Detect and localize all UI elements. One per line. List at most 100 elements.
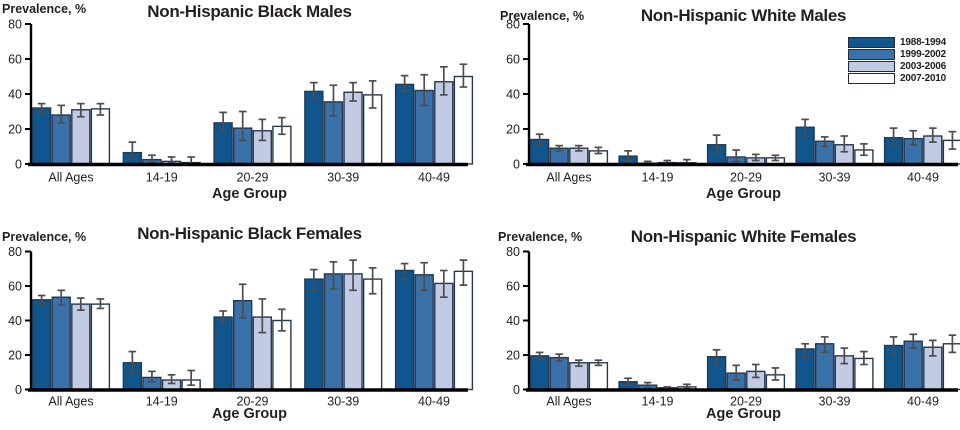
error-bar — [238, 110, 247, 142]
bar-2003-2006 — [71, 303, 91, 391]
error-bar — [820, 336, 829, 354]
bar-2007-2010 — [362, 278, 383, 391]
x-category-label: All Ages — [48, 395, 93, 409]
bar-2007-2010 — [453, 75, 474, 165]
error-bar — [278, 116, 286, 136]
chart-panel-black-females: Prevalence, % Non-Hispanic Black Females… — [0, 215, 480, 430]
error-bar — [801, 118, 809, 137]
bar-1988-1994 — [394, 269, 415, 391]
y-axis-title: Prevalence, % — [2, 2, 87, 16]
chart-plot: 0 20 40 60 80 All Ages 14-19 20-29 30-39 40-49 — [506, 245, 960, 409]
chart-panel-black-males: Prevalence, % Non-Hispanic Black Males 0… — [0, 0, 480, 215]
y-tick-label: 20 — [8, 122, 22, 136]
legend-label: 1999-2002 — [900, 48, 947, 60]
x-category-label: 40-49 — [907, 171, 939, 185]
legend-label: 2007-2010 — [900, 72, 947, 84]
error-bar — [310, 81, 318, 101]
y-axis-title: Prevalence, % — [2, 230, 87, 244]
error-bar — [219, 111, 227, 133]
error-bar — [752, 153, 760, 162]
y-tick-label: 40 — [8, 314, 22, 328]
error-bar — [594, 146, 603, 155]
y-tick-label: 60 — [506, 279, 520, 293]
x-category-label: 40-49 — [907, 395, 939, 409]
chart-plot: 0 20 40 60 80 All Ages 14-19 20-29 30-39 40-49 — [506, 17, 960, 185]
error-bar — [440, 269, 448, 299]
y-tick-label: 20 — [506, 348, 520, 362]
error-bar — [929, 339, 937, 357]
bar-1999-2002 — [549, 356, 569, 391]
legend-item: 2003-2006 — [848, 61, 946, 72]
error-bar — [840, 135, 849, 153]
bar-1988-1994 — [31, 107, 52, 165]
panel-title: Non-Hispanic Black Females — [137, 224, 362, 243]
error-bar — [459, 63, 468, 88]
error-bar — [278, 308, 286, 332]
x-category-label: All Ages — [48, 171, 93, 185]
error-bar — [420, 73, 428, 107]
bar-1999-2002 — [323, 273, 344, 391]
bar-2007-2010 — [588, 362, 609, 391]
error-bar — [712, 348, 721, 365]
legend-item: 1999-2002 — [848, 49, 946, 60]
error-bar — [96, 102, 105, 116]
x-category-label: 30-39 — [819, 171, 851, 185]
error-bar — [889, 336, 898, 356]
x-category-label: 20-29 — [730, 171, 762, 185]
error-bar — [368, 267, 377, 295]
panel-title: Non-Hispanic White Males — [640, 6, 847, 25]
x-category-label: 14-19 — [146, 395, 178, 409]
error-bar — [219, 310, 227, 324]
bar-1988-1994 — [304, 278, 324, 391]
x-category-label: 30-39 — [327, 395, 359, 409]
y-tick-label: 40 — [8, 87, 22, 101]
y-axis-title: Prevalence, % — [498, 230, 583, 244]
y-tick-label: 40 — [506, 314, 520, 328]
error-bar — [400, 262, 409, 280]
error-bar — [575, 359, 583, 368]
error-bar — [860, 143, 868, 157]
error-bar — [57, 289, 65, 306]
error-bar — [459, 259, 468, 286]
legend-item: 1988-1994 — [848, 37, 946, 48]
error-bar — [238, 283, 247, 319]
error-bar — [594, 359, 603, 367]
error-bar — [77, 102, 85, 118]
error-bar — [400, 74, 409, 93]
x-category-label: 30-39 — [819, 395, 851, 409]
x-category-label: 20-29 — [237, 395, 269, 409]
chart-plot: 0 20 40 60 80 All Ages 14-19 20-29 30-39 40-49 — [8, 17, 474, 185]
y-tick-label: 0 — [513, 157, 520, 171]
error-bar — [329, 84, 338, 117]
y-tick-label: 20 — [8, 348, 22, 362]
error-bar — [909, 129, 917, 146]
x-category-label: 40-49 — [418, 171, 450, 185]
error-bar — [349, 81, 357, 102]
y-tick-label: 40 — [506, 87, 520, 101]
chart-panel-white-males: Prevalence, % Non-Hispanic White Males 0… — [480, 0, 960, 215]
x-category-label: 14-19 — [642, 395, 674, 409]
legend-swatch — [848, 49, 895, 60]
error-bar — [535, 133, 544, 146]
error-bar — [752, 363, 760, 379]
error-bar — [860, 350, 868, 366]
legend-swatch — [848, 73, 895, 84]
error-bar — [128, 350, 137, 374]
legend-swatch — [848, 61, 895, 72]
legend: 1988-1994 1999-2002 2003-2006 2007-2010 — [848, 37, 946, 84]
y-tick-label: 20 — [506, 122, 520, 136]
error-bar — [535, 351, 544, 361]
y-axis-title: Prevalence, % — [500, 9, 585, 23]
x-axis-title: Age Group — [212, 186, 287, 202]
error-bar — [929, 127, 937, 143]
x-category-label: All Ages — [546, 171, 591, 185]
legend-label: 1988-1994 — [900, 36, 947, 48]
error-bar — [440, 66, 448, 96]
panel-title: Non-Hispanic Black Males — [147, 2, 352, 21]
error-bar — [732, 149, 740, 163]
error-bar — [840, 347, 849, 365]
error-bar — [77, 297, 85, 312]
error-bar — [909, 333, 917, 349]
x-axis-title: Age Group — [706, 406, 781, 422]
